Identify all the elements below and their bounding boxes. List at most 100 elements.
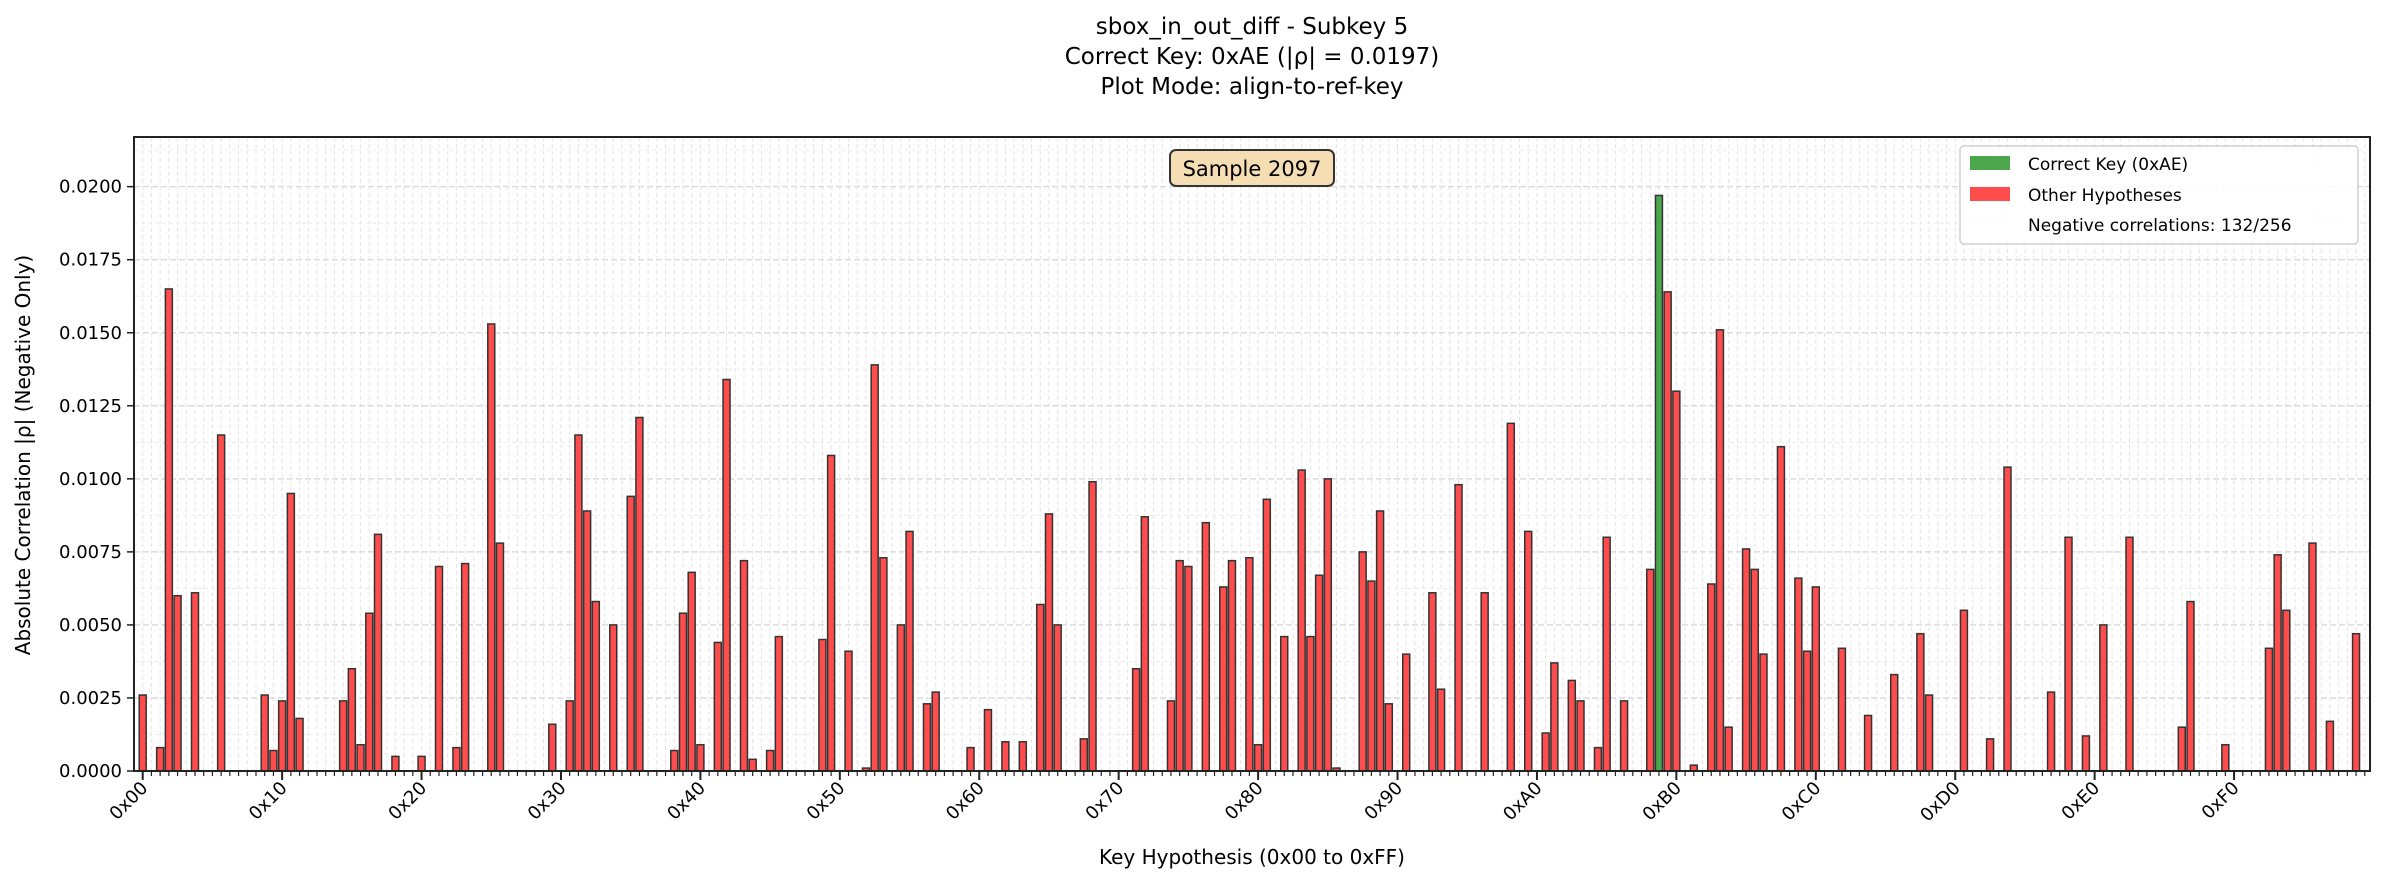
bar-hypothesis: [1602, 536, 1611, 772]
bar-hypothesis: [870, 364, 879, 772]
x-tick-label: 0xB0: [1639, 778, 1686, 825]
bar-hypothesis: [2273, 554, 2282, 772]
title-line-3: Plot Mode: align-to-ref-key: [1100, 74, 1403, 100]
bar-hypothesis: [774, 635, 784, 772]
bar-hypothesis: [2046, 691, 2056, 772]
bar-hypothesis: [452, 746, 461, 772]
bar-hypothesis: [1924, 694, 1934, 772]
bar-hypothesis: [487, 323, 496, 772]
bar-hypothesis: [2081, 735, 2091, 772]
x-tick-label: 0x90: [1360, 778, 1407, 825]
bar-hypothesis: [1750, 568, 1760, 772]
bar-hypothesis: [417, 755, 426, 772]
bar-hypothesis: [826, 454, 836, 772]
bar-hypothesis: [173, 594, 182, 772]
bar-hypothesis: [1262, 498, 1272, 772]
bar-hypothesis: [1619, 700, 1629, 772]
x-tick-label: 0xF0: [2198, 778, 2244, 824]
bar-hypothesis: [1323, 478, 1333, 772]
bar-hypothesis: [765, 749, 775, 772]
bar-hypothesis: [347, 667, 357, 772]
bar-hypothesis: [2125, 536, 2134, 772]
bar-hypothesis: [879, 556, 888, 772]
bar-hypothesis: [1044, 513, 1054, 772]
legend-swatch-correct-key: [1970, 156, 2010, 170]
y-tick-label: 0.0025: [59, 688, 122, 709]
bar-hypothesis: [739, 559, 749, 772]
bar-hypothesis: [1201, 521, 1211, 772]
x-tick-label: 0xA0: [1499, 778, 1546, 825]
bar-hypothesis: [966, 746, 975, 772]
bar-hypothesis: [1567, 679, 1577, 772]
bar-hypothesis: [295, 717, 304, 772]
bar-hypothesis: [1088, 481, 1097, 772]
x-tick-label: 0xD0: [1916, 778, 1964, 826]
bar-hypothesis: [1053, 624, 1062, 772]
bar-hypothesis: [1297, 469, 1306, 772]
y-axis-label: Absolute Correlation |ρ| (Negative Only): [11, 255, 35, 655]
bar-hypothesis: [1280, 635, 1289, 772]
bars: [138, 194, 2361, 772]
bar-hypothesis: [495, 542, 505, 772]
x-tick-label: 0x30: [524, 778, 571, 825]
bar-hypothesis: [1811, 586, 1821, 772]
sample-annotation-text: Sample 2097: [1183, 157, 1322, 181]
bar-hypothesis: [1018, 741, 1028, 772]
legend-box: [1959, 145, 2359, 245]
bar-hypothesis: [1550, 662, 1559, 772]
x-tick-label: 0x80: [1221, 778, 1268, 825]
bar-hypothesis: [1402, 653, 1411, 772]
bar-hypothesis: [1253, 743, 1263, 772]
bar-hypothesis: [1985, 738, 1995, 772]
bar-hypothesis: [391, 755, 400, 772]
bar-hypothesis: [1428, 592, 1437, 772]
y-tick-label: 0.0100: [59, 469, 122, 490]
bar-hypothesis: [1715, 329, 1725, 772]
legend-swatch-other-hypotheses: [1970, 187, 2010, 201]
bar-hypothesis: [670, 749, 679, 772]
bar-hypothesis: [1001, 741, 1010, 772]
bar-hypothesis: [1314, 574, 1324, 772]
bar-hypothesis: [1079, 738, 1089, 772]
bar-hypothesis: [1306, 635, 1315, 772]
title-line-2: Correct Key: 0xAE (|ρ| = 0.0197): [1065, 44, 1440, 70]
bar-hypothesis: [748, 758, 757, 772]
bar-hypothesis: [1506, 422, 1516, 772]
bar-hypothesis: [1140, 516, 1150, 772]
bar-hypothesis: [2325, 720, 2335, 772]
bar-hypothesis: [1645, 568, 1655, 772]
x-tick-label: 0x40: [663, 778, 710, 825]
x-tick-label: 0xE0: [2058, 778, 2105, 825]
x-axis-ticks: 0x00 0x10 0x20 0x30 0x40 0x50 0x60 0x70 0x80 0x90…: [106, 771, 2366, 826]
x-tick-label: 0x00: [106, 778, 153, 825]
x-tick-label: 0x50: [803, 778, 850, 825]
y-axis-ticks: 0.0000 0.0025 0.0050 0.0075 0.0100 0.0125 0.01…: [59, 177, 134, 782]
bar-hypothesis: [1759, 653, 1768, 772]
bar-hypothesis: [2282, 609, 2291, 772]
y-tick-label: 0.0000: [59, 761, 122, 782]
bar-hypothesis: [565, 700, 574, 772]
bar-hypothesis: [2351, 632, 2361, 772]
legend-label-correct-key: Correct Key (0xAE): [2028, 155, 2188, 175]
legend: Correct Key (0xAE) Other Hypotheses Nega…: [1959, 145, 2359, 245]
bar-hypothesis: [905, 530, 914, 772]
bar-hypothesis: [1837, 647, 1847, 772]
bar-hypothesis: [1706, 583, 1716, 772]
bar-hypothesis: [286, 492, 296, 772]
bar-hypothesis: [609, 624, 618, 772]
bar-hypothesis: [216, 434, 226, 772]
bar-hypothesis: [365, 612, 374, 772]
bar-hypothesis: [687, 571, 696, 772]
chart-title: sbox_in_out_diff - Subkey 5 Correct Key:…: [1065, 14, 1440, 100]
bar-hypothesis: [1480, 592, 1489, 772]
bar-hypothesis: [1227, 559, 1237, 772]
x-axis-label: Key Hypothesis (0x00 to 0xFF): [1099, 845, 1405, 869]
sample-annotation-box: [1169, 149, 1335, 187]
y-tick-label: 0.0150: [59, 323, 122, 344]
bar-hypothesis: [1576, 700, 1585, 772]
bar-hypothesis: [190, 592, 200, 772]
bar-hypothesis: [2264, 647, 2274, 772]
bar-hypothesis: [164, 288, 174, 772]
x-tick-label: 0x70: [1082, 778, 1129, 825]
bar-hypothesis: [460, 562, 470, 772]
